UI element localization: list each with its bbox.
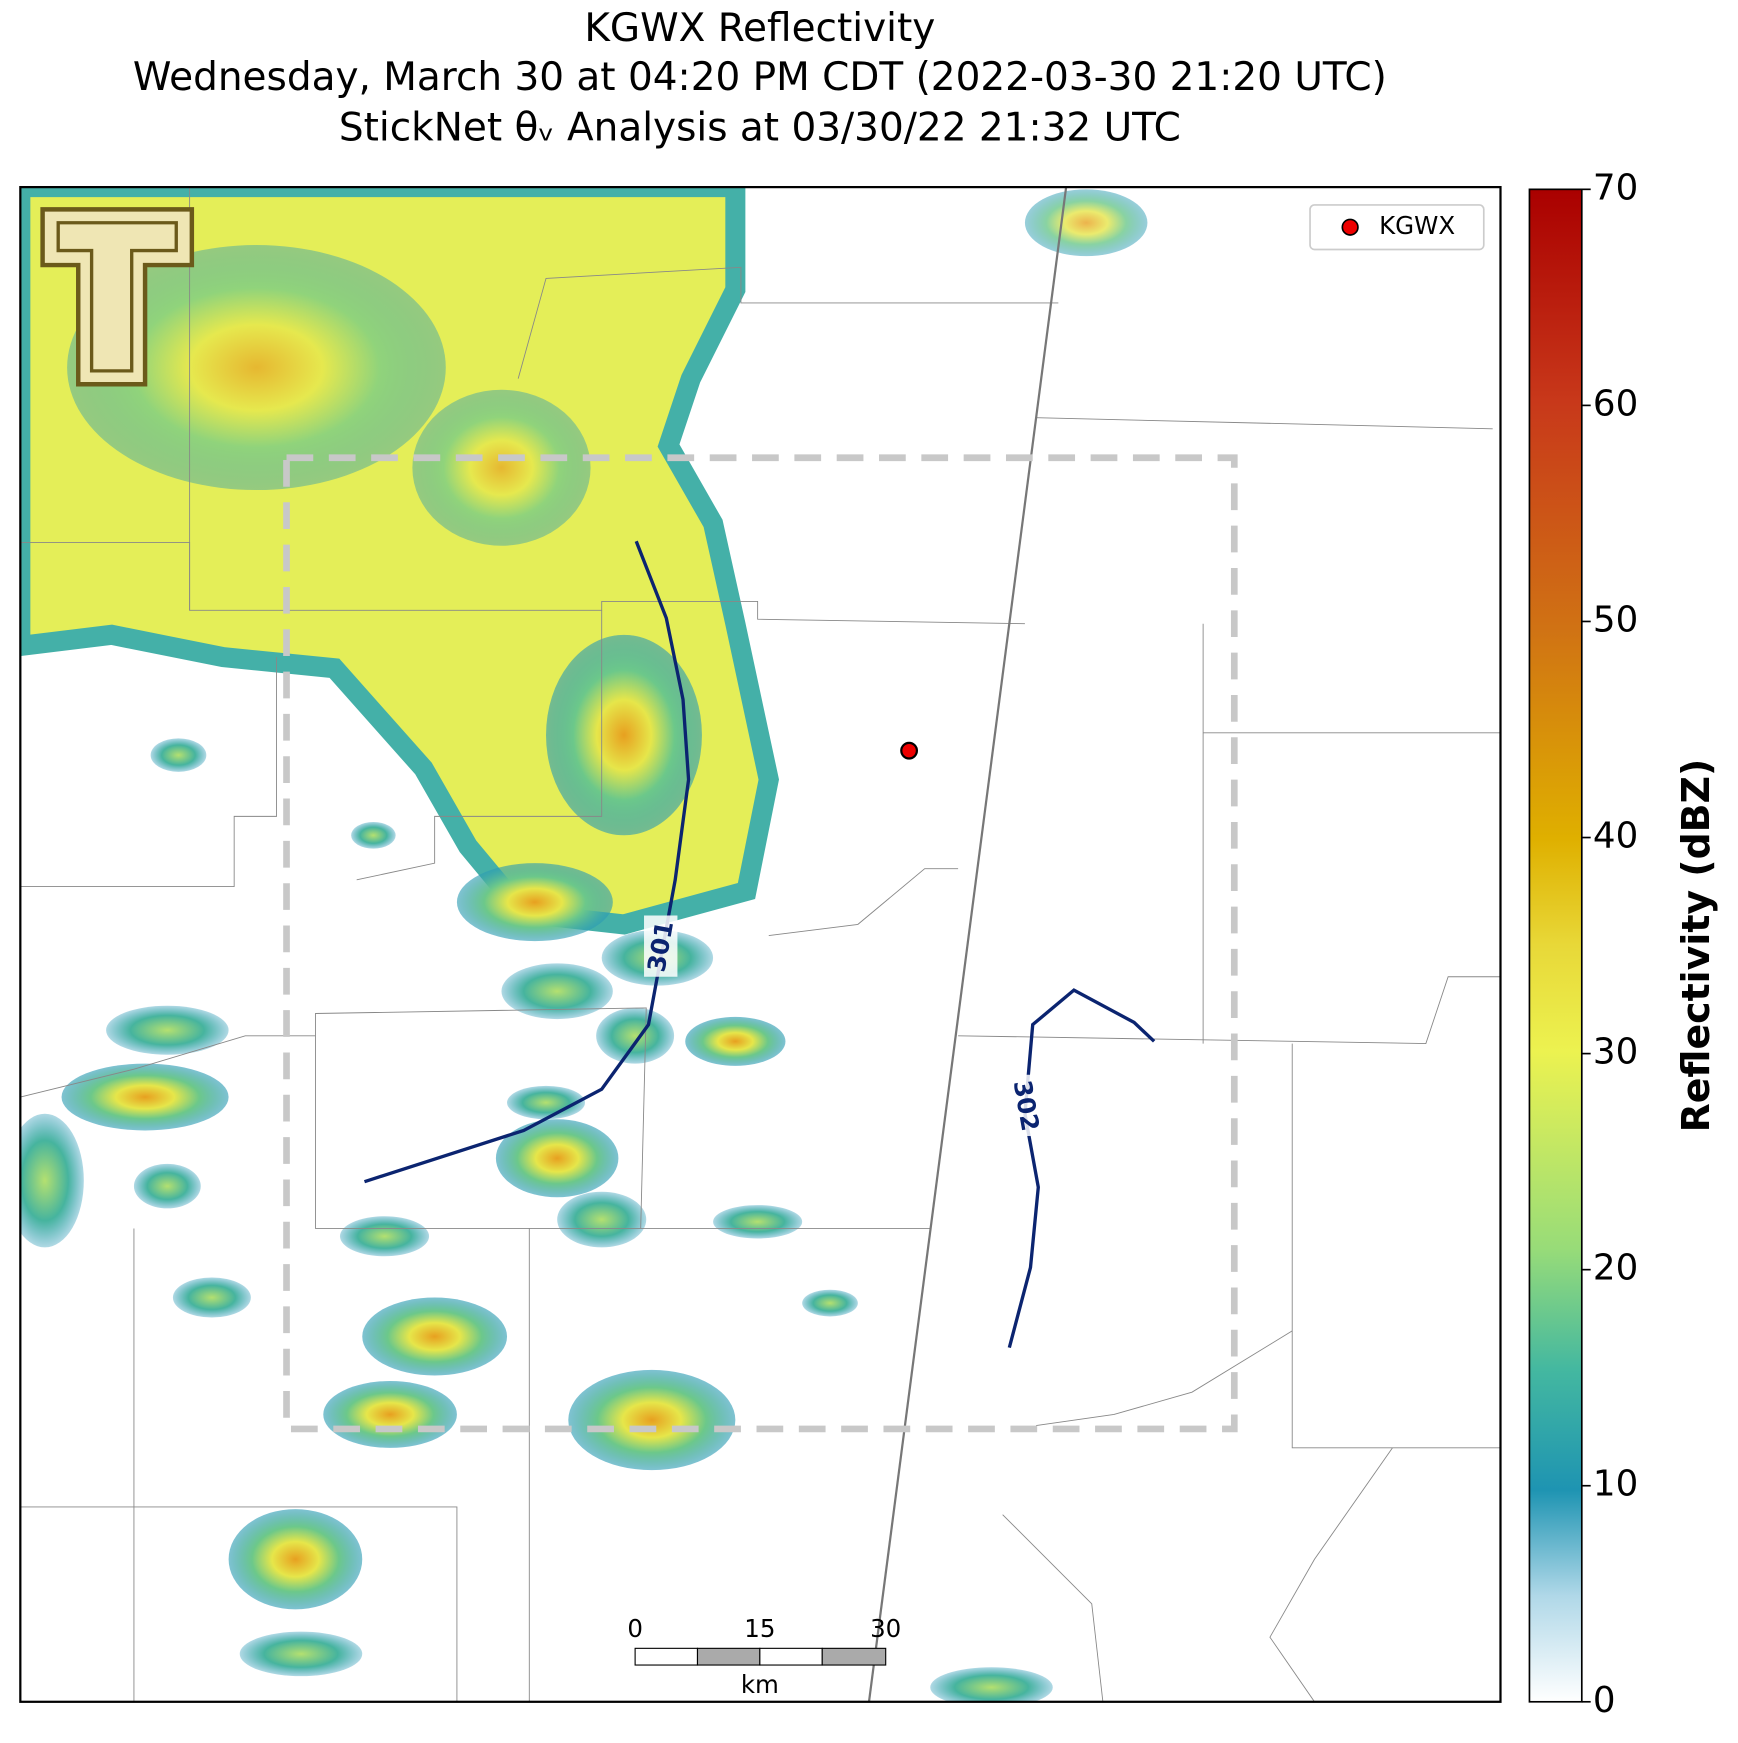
- colorbar-tick-label: 50: [1593, 599, 1638, 640]
- colorbar-tick-label: 0: [1593, 1680, 1616, 1721]
- scale-label: 15: [744, 1614, 775, 1643]
- colorbar-tick-label: 10: [1593, 1464, 1638, 1505]
- colorbar-label: Reflectivity (dBZ): [1674, 759, 1718, 1133]
- county-borders: [20, 187, 1501, 1702]
- title-line: Wednesday, March 30 at 04:20 PM CDT (202…: [133, 55, 1387, 100]
- map-frame: [19, 185, 1502, 1703]
- colorbar-tick-label: 60: [1593, 383, 1638, 424]
- logo: [40, 207, 195, 387]
- legend-marker: [1341, 218, 1359, 236]
- colorbar-tick-label: 40: [1593, 816, 1638, 857]
- scale-label: 30: [870, 1614, 901, 1643]
- title-line: StickNet θᵥ Analysis at 03/30/22 21:32 U…: [339, 105, 1181, 150]
- scale-unit: km: [741, 1670, 779, 1699]
- title-line: KGWX Reflectivity: [584, 6, 935, 51]
- highway: [867, 187, 1068, 1702]
- analysis-domain: [283, 454, 1238, 1433]
- colorbar-ticks: 0 10 20 30 40 50 60 70: [1581, 167, 1638, 1721]
- scale-bar: 0 15 30 km: [627, 1614, 901, 1699]
- colorbar-tick-label: 30: [1593, 1032, 1638, 1073]
- contour: [363, 540, 691, 1184]
- colorbar-tick-label: 20: [1593, 1248, 1638, 1289]
- scale-label: 0: [627, 1614, 643, 1643]
- contour: [1007, 988, 1156, 1349]
- colorbar: [1528, 188, 1583, 1703]
- legend: [1309, 204, 1485, 251]
- map: 301 302 KGWX 0 15 30 km: [20, 187, 1501, 1702]
- radar-site: [900, 741, 919, 760]
- legend-label: KGWX: [1379, 211, 1455, 240]
- colorbar-tick-label: 70: [1593, 167, 1638, 208]
